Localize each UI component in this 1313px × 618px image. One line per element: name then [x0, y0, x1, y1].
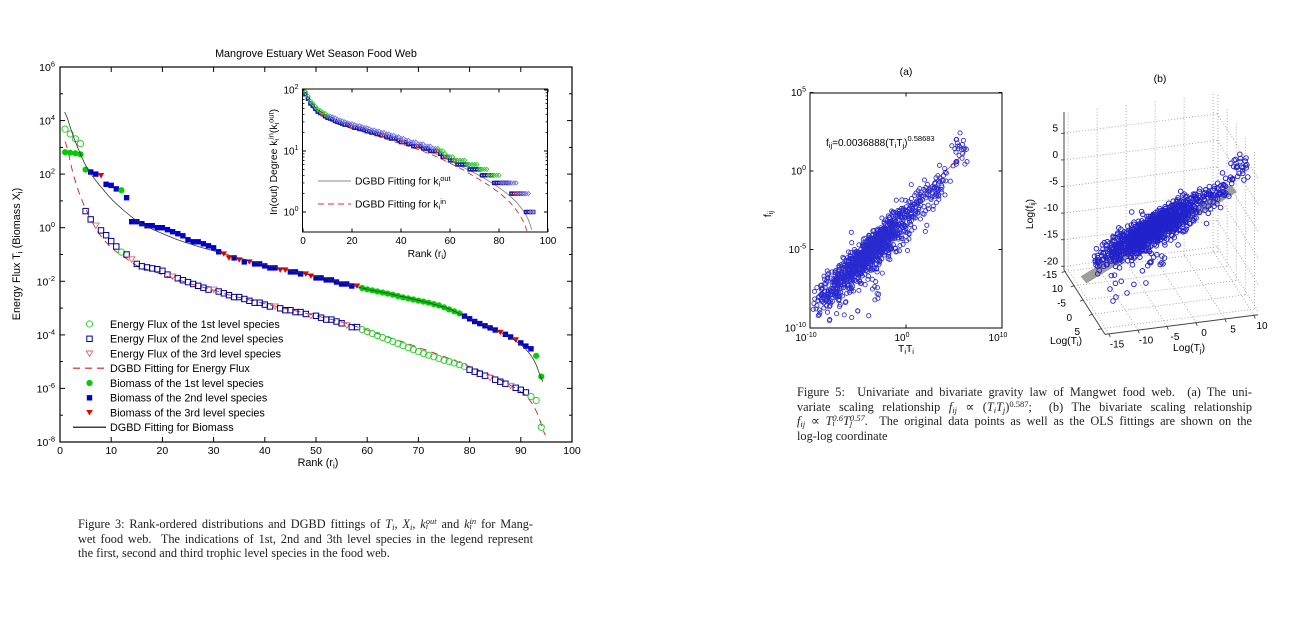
svg-text:Biomass of the 3rd level speci: Biomass of the 3rd level species — [110, 407, 265, 419]
svg-text:40: 40 — [395, 236, 407, 247]
svg-text:-15: -15 — [1043, 270, 1058, 281]
svg-text:20: 20 — [346, 236, 358, 247]
svg-text:Energy Flux of the 2nd level s: Energy Flux of the 2nd level species — [110, 334, 284, 346]
svg-text:0: 0 — [300, 236, 306, 247]
svg-text:Rank (ri): Rank (ri) — [408, 249, 447, 261]
svg-text:100: 100 — [894, 332, 909, 344]
svg-text:10: 10 — [1052, 284, 1064, 295]
svg-text:10-5: 10-5 — [789, 244, 806, 257]
svg-text:-10: -10 — [1139, 336, 1154, 347]
svg-text:0: 0 — [1052, 150, 1058, 161]
svg-text:80: 80 — [493, 236, 505, 247]
svg-text:-20: -20 — [1044, 256, 1059, 267]
svg-text:10: 10 — [1256, 321, 1268, 332]
svg-text:Energy Flux of the 1st level s: Energy Flux of the 1st level species — [110, 319, 280, 331]
svg-text:105: 105 — [791, 87, 806, 100]
svg-text:-5: -5 — [1171, 332, 1180, 343]
svg-text:20: 20 — [157, 445, 169, 457]
svg-text:Log(Ti): Log(Ti) — [1050, 336, 1082, 348]
svg-text:Energy Flux of the 3rd level s: Energy Flux of the 3rd level species — [110, 348, 282, 360]
svg-text:Log(Tj): Log(Tj) — [1173, 343, 1205, 355]
svg-text:50: 50 — [310, 445, 322, 457]
svg-text:5: 5 — [1230, 325, 1236, 336]
svg-text:5: 5 — [1074, 327, 1080, 338]
svg-text:DGBD Fitting for kiout: DGBD Fitting for kiout — [355, 174, 452, 189]
svg-text:TiTi: TiTi — [898, 344, 914, 356]
svg-text:1010: 1010 — [989, 332, 1008, 344]
svg-text:Log(fij): Log(fij) — [1025, 199, 1037, 229]
svg-text:10-10: 10-10 — [795, 332, 816, 344]
svg-text:Rank (ri): Rank (ri) — [298, 457, 339, 471]
svg-text:100: 100 — [791, 165, 806, 178]
svg-text:Biomass of the 1st level speci: Biomass of the 1st level species — [110, 378, 264, 390]
svg-text:30: 30 — [208, 445, 220, 457]
svg-text:60: 60 — [361, 445, 373, 457]
svg-text:60: 60 — [444, 236, 456, 247]
svg-text:100: 100 — [563, 445, 581, 457]
svg-text:Energy Flux Ti (Biomass Xi): Energy Flux Ti (Biomass Xi) — [11, 188, 25, 320]
svg-text:40: 40 — [259, 445, 271, 457]
svg-text:80: 80 — [464, 445, 476, 457]
svg-text:(a): (a) — [900, 66, 913, 78]
svg-text:(b): (b) — [1154, 73, 1167, 85]
svg-text:-15: -15 — [1044, 230, 1059, 241]
svg-text:-5: -5 — [1057, 299, 1066, 310]
svg-text:100: 100 — [540, 236, 557, 247]
svg-text:0: 0 — [57, 445, 63, 457]
svg-text:fij: fij — [763, 211, 775, 218]
svg-text:90: 90 — [515, 445, 527, 457]
svg-text:0: 0 — [1066, 313, 1072, 324]
svg-text:DGBD Fitting for kiin: DGBD Fitting for kiin — [355, 197, 446, 212]
svg-text:-5: -5 — [1049, 177, 1058, 188]
svg-text:-10: -10 — [1044, 203, 1059, 214]
svg-text:5: 5 — [1052, 123, 1058, 134]
svg-text:10: 10 — [105, 445, 117, 457]
svg-text:DGBD Fitting for Energy Flux: DGBD Fitting for Energy Flux — [110, 363, 250, 375]
svg-text:70: 70 — [413, 445, 425, 457]
svg-text:DGBD Fitting for Biomass: DGBD Fitting for Biomass — [110, 422, 234, 434]
svg-text:Mangrove Estuary Wet Season Fo: Mangrove Estuary Wet Season Food Web — [215, 48, 417, 60]
svg-text:Biomass of the 2nd level speci: Biomass of the 2nd level species — [110, 393, 268, 405]
svg-text:fij=0.0036888(TiTj)0.58683: fij=0.0036888(TiTj)0.58683 — [826, 134, 935, 150]
svg-text:-15: -15 — [1110, 339, 1125, 350]
svg-text:0: 0 — [1201, 328, 1207, 339]
